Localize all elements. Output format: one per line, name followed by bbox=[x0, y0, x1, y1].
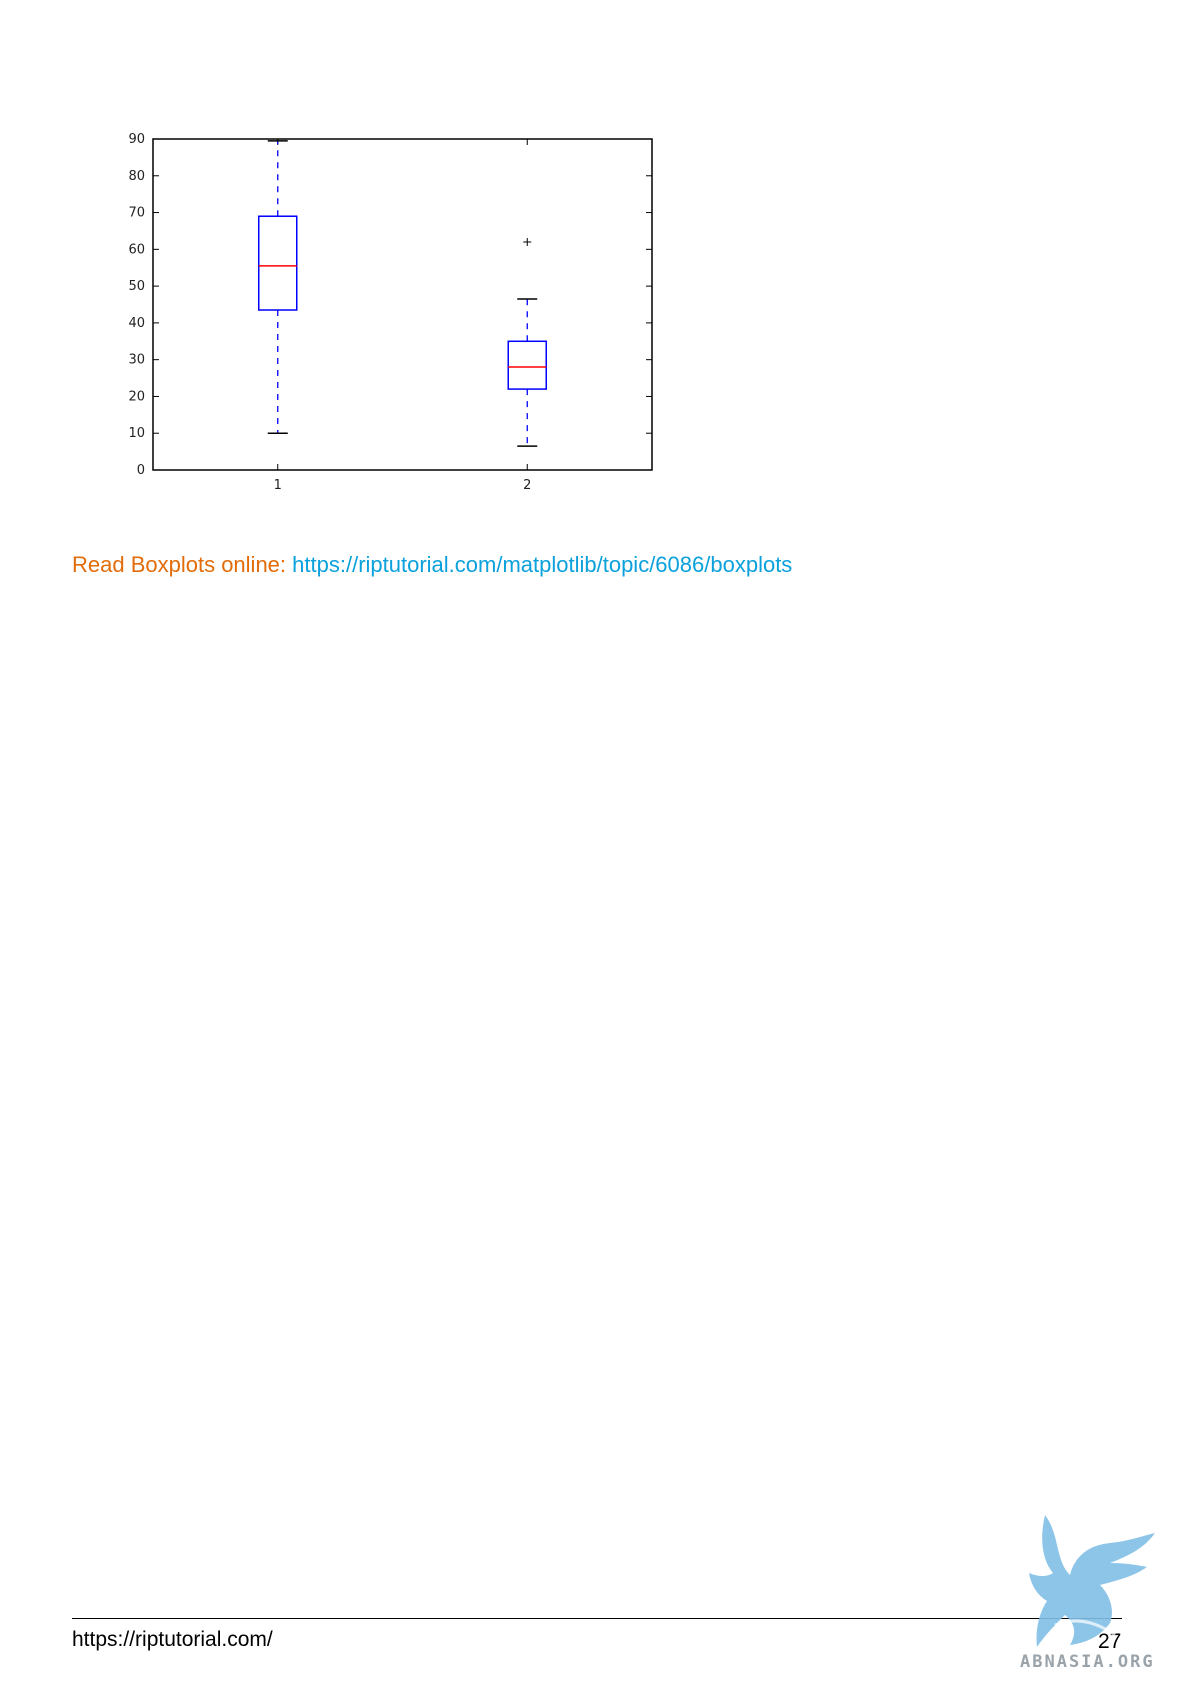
logo-text: ABNASIA.ORG bbox=[1020, 1652, 1155, 1672]
boxes bbox=[258, 140, 547, 447]
box-2 bbox=[507, 237, 547, 447]
box-1 bbox=[258, 140, 298, 434]
x-tick-label: 2 bbox=[523, 478, 531, 493]
y-tick-label: 40 bbox=[128, 316, 145, 331]
x-tick-label: 1 bbox=[274, 478, 282, 493]
iqr-box bbox=[507, 340, 547, 390]
griffin-logo-icon bbox=[1029, 1515, 1155, 1647]
y-tick-label: 50 bbox=[128, 279, 145, 294]
y-tick-label: 70 bbox=[128, 206, 145, 221]
page-number: 27 bbox=[1098, 1630, 1122, 1653]
y-tick-label: 30 bbox=[128, 353, 145, 368]
read-online-label: Read Boxplots online: bbox=[72, 552, 287, 577]
y-tick-label: 90 bbox=[128, 132, 145, 147]
plot-frame bbox=[152, 138, 653, 471]
read-online-link[interactable]: https://riptutorial.com/matplotlib/topic… bbox=[292, 552, 793, 577]
iqr-box bbox=[258, 215, 298, 311]
y-tick-label: 60 bbox=[128, 242, 145, 257]
y-tick-label: 80 bbox=[128, 169, 145, 184]
y-tick-label: 0 bbox=[137, 463, 145, 478]
y-tick-label: 10 bbox=[128, 426, 145, 441]
footer-divider bbox=[72, 1618, 1122, 1619]
y-tick-label: 20 bbox=[128, 389, 145, 404]
read-online-line: Read Boxplots online: https://riptutoria… bbox=[72, 552, 792, 578]
footer-url: https://riptutorial.com/ bbox=[72, 1628, 273, 1651]
y-axis: 0 10 20 30 40 50 60 70 80 90 bbox=[128, 132, 652, 478]
